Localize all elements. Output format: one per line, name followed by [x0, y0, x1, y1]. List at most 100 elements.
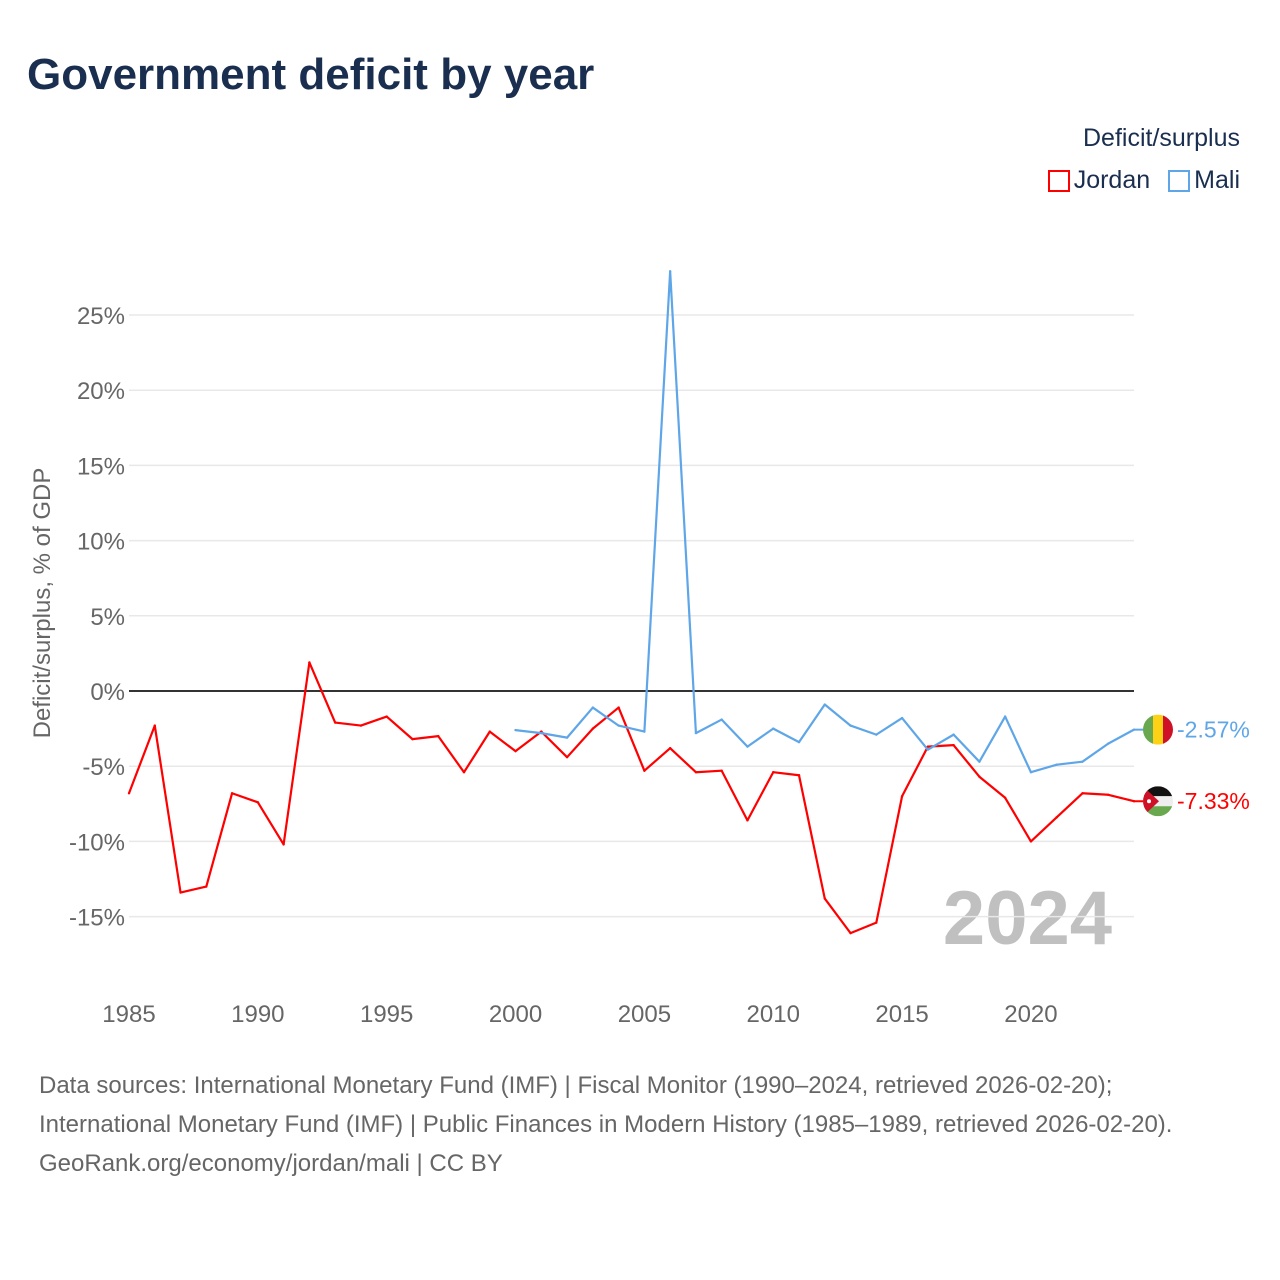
- series-line-mali: [515, 270, 1135, 774]
- flag-body: [1143, 786, 1173, 817]
- x-tick-label: 1995: [360, 1001, 413, 1028]
- y-tick-label: 5%: [90, 604, 125, 631]
- data-point-mali: [643, 730, 646, 733]
- legend-swatch-jordan: [1047, 169, 1070, 192]
- data-point-jordan: [462, 771, 466, 774]
- data-point-jordan: [205, 885, 208, 888]
- jordan-flag-icon: [1143, 786, 1173, 817]
- data-point-jordan: [1003, 796, 1007, 799]
- data-point-mali: [617, 724, 620, 727]
- data-point-mali: [591, 706, 595, 709]
- data-point-jordan: [720, 769, 723, 772]
- legend-item-jordan[interactable]: Jordan: [1047, 166, 1151, 195]
- data-point-jordan: [900, 795, 904, 798]
- x-tick-label: 1990: [231, 1001, 284, 1028]
- y-tick-label: 0%: [90, 679, 125, 706]
- data-point-jordan: [978, 775, 981, 778]
- end-label-jordan: -7.33%: [1177, 788, 1250, 814]
- data-point-mali: [694, 731, 698, 735]
- y-tick-label: -10%: [69, 829, 125, 856]
- chart-area: Deficit/surplus, % of GDP 2024 -15% -10% -…: [29, 270, 1250, 1028]
- data-point-jordan: [591, 727, 595, 730]
- data-point-jordan: [746, 819, 749, 822]
- data-point-jordan: [385, 715, 388, 718]
- legend: Jordan Mali: [1047, 166, 1240, 195]
- x-tick-label: 2010: [747, 1001, 800, 1028]
- data-point-mali: [514, 728, 517, 732]
- y-tick-label: 15%: [77, 453, 125, 480]
- data-point-jordan: [1081, 792, 1084, 795]
- data-point-jordan: [411, 737, 414, 741]
- data-point-jordan: [694, 771, 698, 774]
- data-point-mali: [797, 740, 801, 744]
- legend-label-jordan: Jordan: [1073, 166, 1151, 194]
- mali-flag-icon: [1143, 714, 1173, 745]
- data-point-jordan: [668, 746, 672, 750]
- x-tick-label: 2005: [618, 1001, 671, 1028]
- data-point-jordan: [282, 843, 285, 846]
- data-point-jordan: [952, 743, 955, 747]
- data-point-mali: [772, 727, 775, 730]
- data-point-mali: [1029, 771, 1033, 774]
- data-point-jordan: [617, 706, 620, 709]
- footer-link[interactable]: GeoRank.org/economy/jordan/mali | CC BY: [39, 1150, 503, 1177]
- data-point-jordan: [230, 792, 234, 795]
- data-point-jordan: [359, 724, 363, 727]
- flag-stripe: [1153, 714, 1163, 745]
- legend-swatch-mali: [1168, 169, 1191, 192]
- data-point-jordan: [127, 792, 131, 795]
- legend-item-mali[interactable]: Mali: [1168, 166, 1240, 195]
- data-point-jordan: [1055, 816, 1058, 819]
- data-point-mali: [900, 716, 904, 720]
- data-point-jordan: [849, 931, 852, 935]
- data-point-jordan: [797, 774, 801, 777]
- data-point-jordan: [643, 769, 646, 772]
- data-point-mali: [875, 733, 878, 736]
- data-point-mali: [926, 748, 930, 751]
- data-point-mali: [952, 733, 955, 736]
- end-label-mali: -2.57%: [1177, 717, 1250, 743]
- data-point-jordan: [256, 801, 260, 804]
- legend-title: Deficit/surplus: [1083, 124, 1240, 152]
- data-point-mali: [1055, 763, 1058, 766]
- chart-title: Government deficit by year: [27, 50, 595, 99]
- data-point-mali: [540, 731, 543, 735]
- legend-label-mali: Mali: [1194, 166, 1240, 194]
- data-point-jordan: [333, 721, 337, 724]
- data-point-mali: [978, 760, 981, 763]
- data-point-mali: [1107, 742, 1110, 745]
- data-point-mali: [1003, 715, 1007, 718]
- data-point-mali: [720, 718, 723, 721]
- data-point-jordan: [1107, 793, 1110, 796]
- data-point-jordan: [179, 891, 182, 894]
- flag-stripe: [1143, 806, 1173, 817]
- y-axis-label: Deficit/surplus, % of GDP: [29, 468, 56, 739]
- data-point-mali: [849, 724, 852, 727]
- y-tick-label: -15%: [69, 905, 125, 932]
- data-point-jordan: [772, 771, 775, 774]
- data-point-jordan: [875, 921, 878, 924]
- data-point-mali: [746, 745, 749, 748]
- y-tick-label: -5%: [82, 754, 125, 781]
- flag-star: [1147, 799, 1151, 804]
- data-point-jordan: [1029, 840, 1033, 843]
- data-point-mali: [823, 703, 826, 706]
- y-tick-label: 25%: [77, 303, 125, 330]
- data-point-jordan: [153, 724, 156, 727]
- flag-body: [1143, 714, 1173, 745]
- data-point-jordan: [308, 661, 311, 664]
- y-tick-label: 20%: [77, 378, 125, 405]
- data-point-jordan: [437, 734, 440, 738]
- flag-stripe: [1143, 714, 1153, 745]
- sources: Data sources: International Monetary Fun…: [39, 1066, 1239, 1183]
- x-tick-label: 2020: [1004, 1001, 1057, 1028]
- x-tick-label: 2015: [875, 1001, 928, 1028]
- data-point-jordan: [823, 897, 826, 900]
- data-point-mali: [565, 736, 569, 739]
- data-point-jordan: [514, 749, 517, 753]
- data-point-jordan: [488, 730, 491, 733]
- x-tick-label: 2000: [489, 1001, 542, 1028]
- x-tick-label: 1985: [102, 1001, 155, 1028]
- data-point-mali: [1081, 760, 1084, 763]
- y-tick-label: 10%: [77, 529, 125, 556]
